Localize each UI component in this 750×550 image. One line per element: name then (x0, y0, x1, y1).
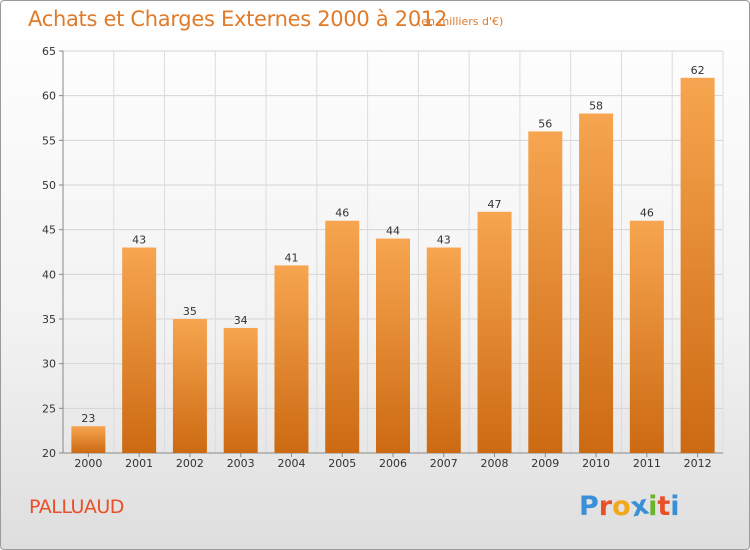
y-tick-label: 35 (42, 313, 56, 326)
x-tick-label: 2005 (328, 457, 356, 470)
bar (71, 426, 106, 453)
bar (223, 327, 258, 453)
x-tick-label: 2011 (633, 457, 661, 470)
y-tick-label: 30 (42, 358, 56, 371)
bar (172, 319, 207, 453)
bar-value-label: 43 (437, 234, 451, 247)
y-tick-label: 40 (42, 268, 56, 281)
bars (71, 77, 715, 454)
bar (528, 131, 563, 453)
proxiti-logo: Proxiti (579, 490, 680, 524)
x-tick-label: 2004 (277, 457, 305, 470)
y-tick-label: 25 (42, 402, 56, 415)
bar (274, 265, 309, 453)
bar-value-label: 56 (538, 117, 552, 130)
x-tick-label: 2006 (379, 457, 407, 470)
bar-value-label: 43 (132, 234, 146, 247)
y-tick-label: 65 (42, 45, 56, 58)
bar-value-label: 44 (386, 225, 400, 238)
x-tick-label: 2000 (74, 457, 102, 470)
x-tick-label: 2007 (430, 457, 458, 470)
bar-value-label: 47 (488, 198, 502, 211)
chart-title: Achats et Charges Externes 2000 à 2012 (28, 7, 448, 31)
bar-value-label: 58 (589, 100, 603, 113)
logo-letter: r (598, 491, 613, 522)
bar-value-label: 23 (81, 412, 95, 425)
labels: 20 25 30 35 40 45 50 55 60 65 23 2000 43 2001 35 2002 34… (42, 45, 712, 470)
bar-value-label: 46 (335, 207, 349, 220)
y-tick-label: 20 (42, 447, 56, 460)
bar (629, 220, 664, 453)
bar (122, 247, 157, 453)
bar (325, 220, 360, 453)
bar-value-label: 34 (234, 314, 248, 327)
x-tick-label: 2009 (531, 457, 559, 470)
y-tick-label: 60 (42, 90, 56, 103)
bar (680, 77, 715, 454)
bar (376, 238, 410, 453)
logo-letter: i (648, 491, 658, 522)
x-tick-label: 2001 (125, 457, 153, 470)
bar (477, 211, 512, 453)
commune-name: PALLUAUD (29, 496, 124, 518)
y-tick-label: 45 (42, 224, 56, 237)
bar (579, 113, 614, 454)
y-tick-label: 50 (42, 179, 56, 192)
x-tick-label: 2008 (481, 457, 509, 470)
x-tick-label: 2002 (176, 457, 204, 470)
logo-letter: P (579, 491, 599, 522)
x-tick-label: 2003 (227, 457, 255, 470)
bar-value-label: 46 (640, 207, 654, 220)
bar (426, 247, 461, 453)
logo-letter: o (612, 491, 631, 522)
logo-letter: i (670, 491, 680, 522)
chart-subtitle: (en milliers d'€) (417, 15, 504, 28)
bar-value-label: 35 (183, 305, 197, 318)
logo-letter: t (657, 491, 671, 522)
x-tick-label: 2010 (582, 457, 610, 470)
bar-value-label: 41 (284, 251, 298, 264)
y-tick-label: 55 (42, 134, 56, 147)
bar-value-label: 62 (691, 64, 705, 77)
x-tick-label: 2012 (684, 457, 712, 470)
